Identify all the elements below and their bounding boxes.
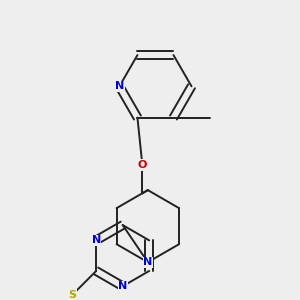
Text: N: N: [143, 257, 152, 267]
Text: N: N: [118, 281, 127, 291]
Text: S: S: [68, 290, 76, 300]
Text: N: N: [115, 81, 124, 91]
Text: O: O: [138, 160, 147, 170]
Text: N: N: [92, 236, 101, 245]
